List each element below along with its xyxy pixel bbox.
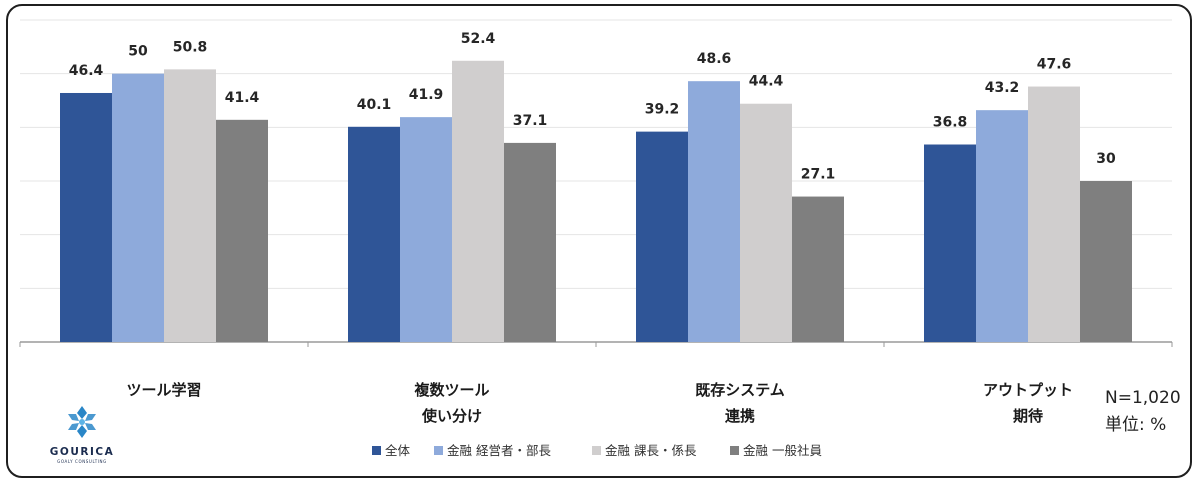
bar: [924, 144, 976, 342]
unit-note: 単位: %: [1105, 415, 1167, 435]
category-label: 既存システム: [695, 381, 785, 399]
category-label: 複数ツール: [413, 381, 489, 399]
gourica-logo: GOURICA GOALY CONSULTING: [48, 404, 116, 464]
bar: [348, 126, 400, 343]
bar: [1028, 86, 1080, 343]
category-label: 期待: [1013, 407, 1043, 425]
data-label: 41.4: [225, 90, 260, 106]
logo-tagline: GOALY CONSULTING: [57, 459, 107, 464]
bar: [400, 117, 452, 343]
data-label: 41.9: [409, 87, 444, 103]
bar: [740, 103, 792, 342]
data-label: 52.4: [461, 31, 496, 47]
data-label: 27.1: [801, 167, 836, 183]
data-label: 44.4: [749, 74, 784, 90]
legend-label: 全体: [385, 443, 411, 458]
category-label: 連携: [725, 407, 755, 425]
legend-swatch: [730, 446, 739, 455]
bar: [636, 131, 688, 342]
bar: [112, 73, 164, 343]
logo-name: GOURICA: [49, 446, 115, 458]
bar: [164, 69, 216, 342]
data-label: 50.8: [173, 39, 208, 55]
bar: [792, 196, 844, 342]
legend-label: 金融 経営者・部長: [447, 443, 551, 458]
bar: [688, 81, 740, 343]
category-label: アウトプット: [983, 381, 1073, 399]
bar: [504, 142, 556, 342]
data-label: 46.4: [69, 63, 104, 79]
data-label: 48.6: [697, 51, 732, 67]
data-label: 36.8: [933, 115, 968, 131]
legend-swatch: [592, 446, 601, 455]
legend-label: 金融 課長・係長: [605, 443, 697, 458]
data-label: 37.1: [513, 113, 548, 129]
bar: [216, 119, 268, 342]
data-label: 47.6: [1037, 57, 1072, 73]
bar: [976, 110, 1028, 342]
legend-label: 金融 一般社員: [743, 443, 822, 458]
legend-swatch: [434, 446, 443, 455]
gourica-logo-icon: [68, 406, 96, 438]
data-label: 50: [128, 44, 148, 60]
sample-size-note: N=1,020: [1105, 388, 1181, 408]
bar: [60, 92, 112, 342]
data-label: 30: [1096, 151, 1116, 167]
data-label: 39.2: [645, 102, 680, 118]
data-label: 40.1: [357, 97, 392, 113]
category-label: ツール学習: [126, 381, 201, 399]
data-label: 43.2: [985, 80, 1020, 96]
bar: [452, 60, 504, 342]
bar: [1080, 181, 1132, 342]
category-label: 使い分け: [421, 407, 482, 425]
legend-swatch: [372, 446, 381, 455]
